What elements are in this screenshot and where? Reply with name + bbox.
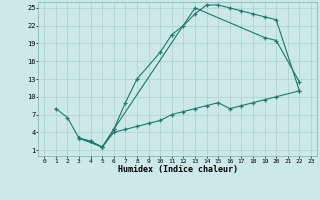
X-axis label: Humidex (Indice chaleur): Humidex (Indice chaleur): [118, 165, 238, 174]
